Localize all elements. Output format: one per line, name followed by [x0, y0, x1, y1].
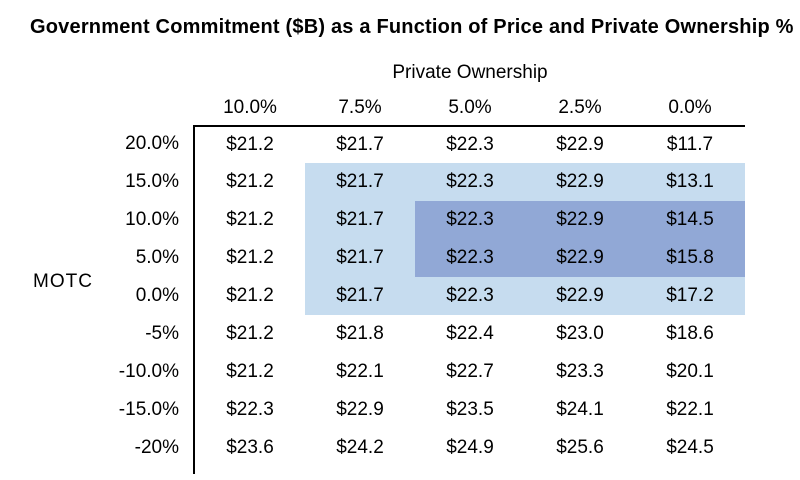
column-group-label: Private Ownership: [392, 62, 548, 83]
row-label: 0.0%: [0, 277, 195, 315]
table-cell: $21.7: [305, 201, 415, 239]
table-cell: $24.5: [666, 437, 714, 458]
table-cell: $21.2: [226, 171, 274, 192]
table-cell: $22.3: [415, 201, 525, 239]
table-cell: $18.6: [666, 323, 714, 344]
table-cell: $17.2: [635, 277, 745, 315]
table-cell: $21.2: [226, 323, 274, 344]
table-cell: $22.9: [525, 125, 635, 163]
table-cell: $24.1: [556, 399, 604, 420]
table-cell: $21.7: [305, 277, 415, 315]
row-label: 10.0%: [0, 201, 195, 239]
table-cell: $20.1: [666, 361, 714, 382]
table-cell: $24.2: [336, 437, 384, 458]
table-cell: $21.8: [336, 323, 384, 344]
corner-spacer: [0, 55, 195, 91]
table-cell: $21.7: [305, 239, 415, 277]
column-header: 10.0%: [223, 97, 277, 118]
page-title: Government Commitment ($B) as a Function…: [30, 16, 794, 38]
column-header: 7.5%: [338, 97, 382, 118]
table-cell: $22.9: [525, 201, 635, 239]
table-cell: $21.2: [226, 247, 274, 268]
column-header: 0.0%: [668, 97, 712, 118]
table-cell: $23.3: [556, 361, 604, 382]
data-grid: Private Ownership 10.0% 7.5% 5.0% 2.5% 0.0% 2…: [0, 55, 745, 474]
table-cell: $22.1: [666, 399, 714, 420]
table-cell: $22.9: [336, 399, 384, 420]
table-cell: $21.2: [226, 285, 274, 306]
row-label: -15.0%: [0, 391, 195, 429]
row-label: -5%: [0, 315, 195, 353]
table-cell: $22.1: [336, 361, 384, 382]
tail-spacer: [305, 467, 415, 474]
axis-line-tail: [0, 467, 195, 474]
table-cell: $14.5: [635, 201, 745, 239]
tail-spacer: [415, 467, 525, 474]
table-cell: $13.1: [635, 163, 745, 201]
table-cell: $22.3: [415, 125, 525, 163]
table-cell: $23.6: [226, 437, 274, 458]
table-cell: $22.7: [446, 361, 494, 382]
row-label: -10.0%: [0, 353, 195, 391]
row-label: 20.0%: [0, 125, 195, 163]
row-label: 15.0%: [0, 163, 195, 201]
table-cell: $22.3: [415, 239, 525, 277]
table-cell: $21.2: [226, 209, 274, 230]
table-cell: $22.9: [525, 239, 635, 277]
header-row-spacer: [0, 91, 195, 125]
row-group-label: MOTC: [33, 271, 93, 292]
table-cell: $22.3: [226, 399, 274, 420]
table-cell: $22.4: [446, 323, 494, 344]
table-cell: $23.5: [446, 399, 494, 420]
tail-spacer: [525, 467, 635, 474]
tail-spacer: [635, 467, 745, 474]
table-cell: $22.3: [415, 163, 525, 201]
table-cell: $22.9: [525, 163, 635, 201]
table-cell: $21.7: [305, 163, 415, 201]
table-cell: $21.2: [195, 125, 305, 163]
table-cell: $24.9: [446, 437, 494, 458]
row-label: -20%: [0, 429, 195, 467]
table-cell: $22.3: [415, 277, 525, 315]
table-cell: $11.7: [635, 125, 745, 163]
table-cell: $21.7: [305, 125, 415, 163]
table-cell: $23.0: [556, 323, 604, 344]
table-cell: $22.9: [525, 277, 635, 315]
table-cell: $25.6: [556, 437, 604, 458]
table-cell: $21.2: [226, 361, 274, 382]
column-header: 5.0%: [448, 97, 492, 118]
column-header: 2.5%: [558, 97, 602, 118]
tail-spacer: [195, 467, 305, 474]
row-label: 5.0%: [0, 239, 195, 277]
table-cell: $15.8: [635, 239, 745, 277]
